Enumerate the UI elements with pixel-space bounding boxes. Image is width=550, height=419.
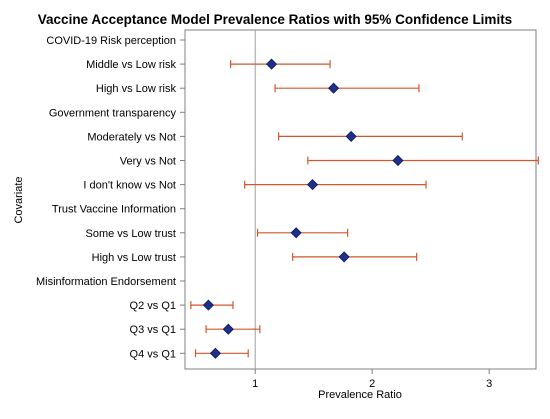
y-tick-label: High vs Low risk: [96, 83, 177, 95]
x-tick-label: 3: [486, 378, 492, 390]
prevalence-ratio-point: [202, 299, 214, 311]
y-tick-label: Trust Vaccine Information: [52, 204, 176, 216]
prevalence-ratio-point: [328, 82, 340, 94]
prevalence-ratio-point: [338, 251, 350, 263]
covariate-row: Q3 vs Q1: [130, 323, 261, 336]
y-tick-label: Q2 vs Q1: [130, 300, 176, 312]
chart-title: Vaccine Acceptance Model Prevalence Rati…: [38, 12, 512, 27]
y-tick-label: I don't know vs Not: [83, 180, 176, 192]
y-tick-label: Very vs Not: [120, 156, 176, 168]
y-tick-label: Moderately vs Not: [87, 131, 176, 143]
y-tick-label: Some vs Low trust: [86, 228, 176, 240]
covariate-row: High vs Low trust: [92, 251, 418, 264]
prevalence-ratio-point: [392, 154, 404, 167]
covariate-rows: COVID-19 Risk perception Middle vs Low ri…: [36, 35, 539, 360]
y-tick-label: Misinformation Endorsement: [36, 276, 176, 288]
covariate-row: Q4 vs Q1: [130, 347, 249, 360]
y-tick-label: Middle vs Low risk: [86, 59, 176, 71]
y-tick-label: Government transparency: [49, 107, 177, 119]
covariate-row: Middle vs Low risk: [86, 58, 331, 71]
x-axis: 1 2 3: [252, 369, 492, 390]
x-tick-label: 2: [369, 378, 375, 390]
covariate-row: Trust Vaccine Information: [52, 204, 185, 216]
covariate-row: Moderately vs Not: [87, 130, 463, 143]
prevalence-ratio-point: [266, 58, 278, 70]
x-axis-label: Prevalence Ratio: [318, 389, 402, 401]
y-tick-label: Q4 vs Q1: [130, 348, 176, 360]
prevalence-ratio-point: [306, 179, 319, 191]
covariate-row: High vs Low risk: [96, 82, 420, 95]
prevalence-ratio-point: [290, 227, 302, 239]
prevalence-ratio-point: [209, 347, 221, 359]
prevalence-ratio-point: [345, 130, 357, 142]
prevalence-ratio-point: [222, 323, 234, 335]
y-tick-label: Q3 vs Q1: [130, 324, 176, 336]
covariate-row: Very vs Not: [120, 154, 539, 168]
covariate-row: Government transparency: [49, 107, 185, 119]
covariate-row: I don't know vs Not: [83, 179, 427, 192]
covariate-row: COVID-19 Risk perception: [46, 35, 185, 47]
plot-frame: [184, 29, 537, 370]
covariate-row: Some vs Low trust: [86, 227, 349, 240]
x-tick-label: 1: [252, 378, 258, 390]
y-tick-label: COVID-19 Risk perception: [46, 35, 176, 47]
y-tick-label: High vs Low trust: [92, 252, 176, 264]
covariate-row: Q2 vs Q1: [130, 299, 234, 312]
y-axis-label: Covariate: [13, 176, 25, 223]
covariate-row: Misinformation Endorsement: [36, 276, 185, 288]
